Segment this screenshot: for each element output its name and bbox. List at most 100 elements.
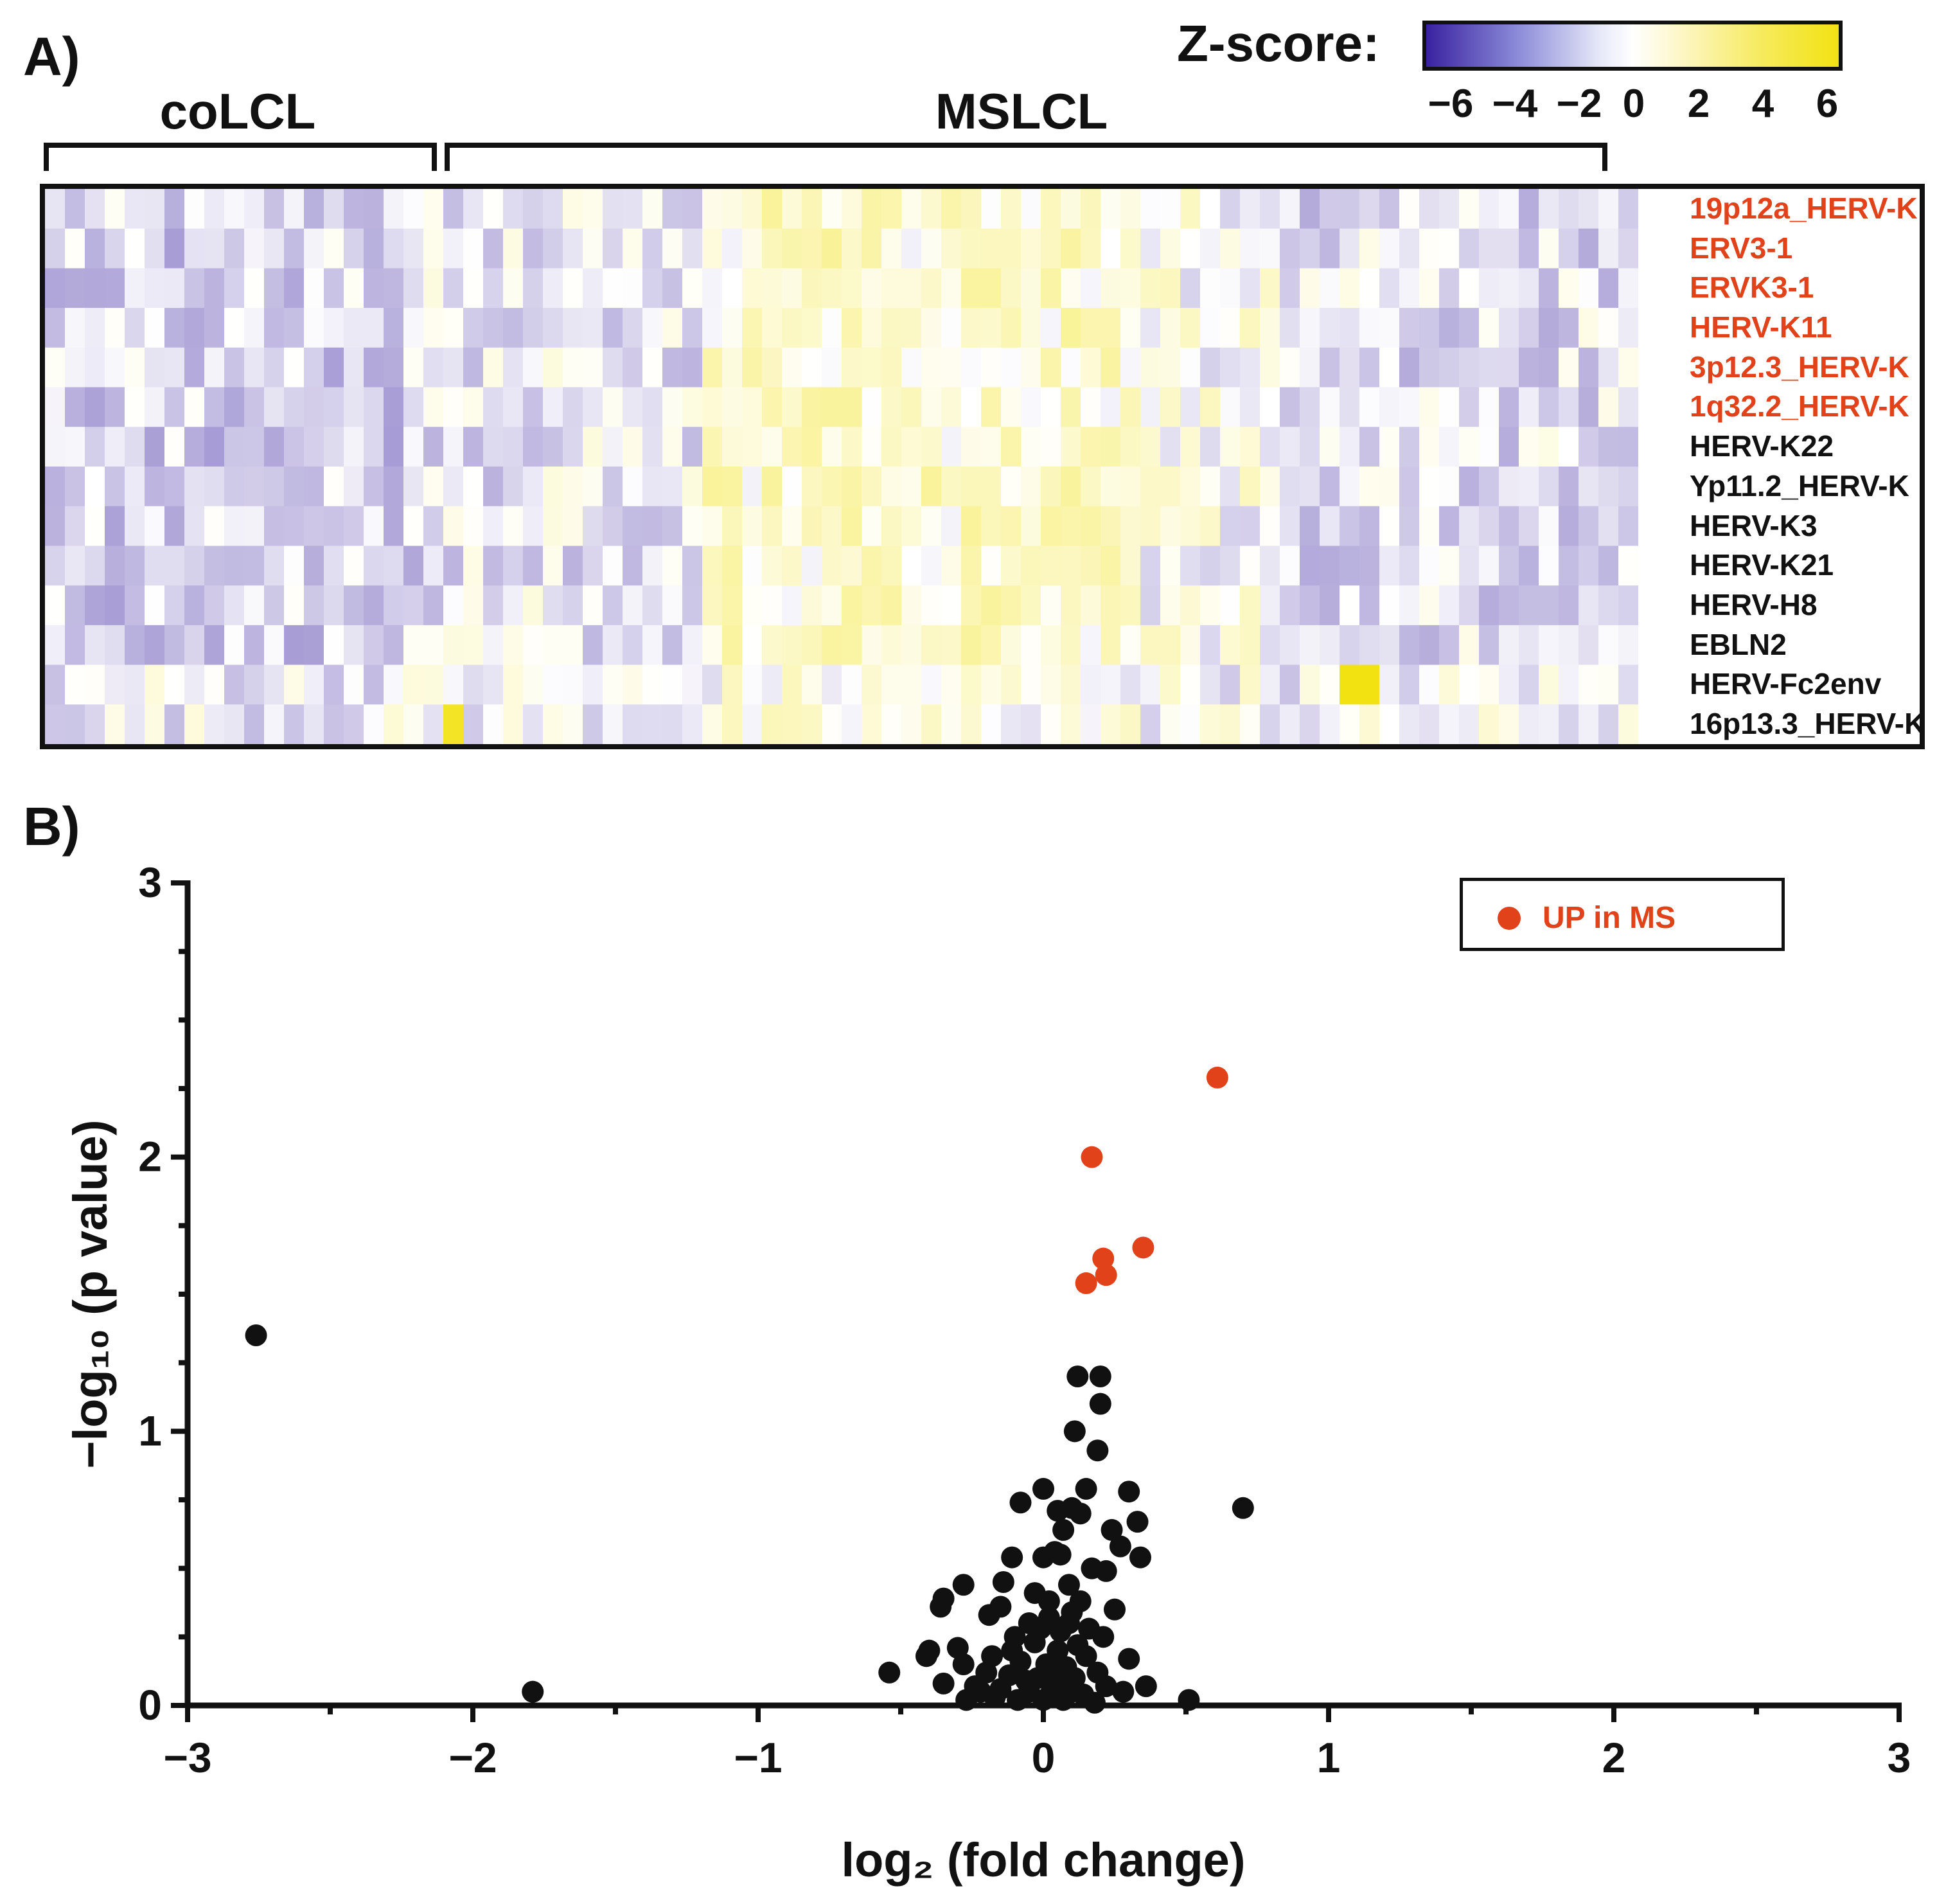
- heatmap-cell: [802, 228, 822, 269]
- data-point: [952, 1653, 975, 1675]
- heatmap-cell: [125, 546, 145, 586]
- heatmap-cell: [503, 308, 524, 348]
- heatmap-cell: [1559, 427, 1579, 467]
- data-point: [1052, 1518, 1075, 1541]
- heatmap-cell: [45, 704, 66, 744]
- heatmap-cell: [463, 467, 484, 507]
- heatmap-cell: [125, 387, 145, 427]
- heatmap-cell: [1200, 546, 1221, 586]
- heatmap-cell: [722, 704, 743, 744]
- heatmap-cell: [862, 546, 882, 586]
- heatmap-cell: [782, 189, 802, 229]
- heatmap-cell: [1101, 625, 1121, 666]
- heatmap-cell: [682, 467, 703, 507]
- heatmap-cell: [1061, 308, 1081, 348]
- heatmap-cell: [1200, 189, 1221, 229]
- heatmap-cell: [1340, 308, 1360, 348]
- heatmap-cell: [1180, 546, 1201, 586]
- heatmap-cell: [563, 228, 583, 269]
- heatmap-cell: [921, 387, 942, 427]
- heatmap-cell: [105, 546, 125, 586]
- heatmap-cell: [583, 704, 603, 744]
- x-tick-label: 1: [1317, 1734, 1341, 1781]
- heatmap-cell: [364, 387, 384, 427]
- heatmap-cell: [702, 467, 723, 507]
- heatmap-cell: [1041, 506, 1061, 547]
- heatmap-cell: [483, 268, 504, 308]
- heatmap-cell: [1160, 228, 1181, 269]
- heatmap-cell: [1240, 308, 1260, 348]
- heatmap-cell: [1300, 546, 1320, 586]
- heatmap-cell: [563, 347, 583, 388]
- heatmap-cell: [1598, 546, 1619, 586]
- heatmap-cell: [304, 467, 324, 507]
- heatmap-cell: [1379, 506, 1400, 547]
- heatmap-cell: [463, 585, 484, 626]
- heatmap-cell: [1101, 228, 1121, 269]
- heatmap-cell: [623, 427, 643, 467]
- heatmap-cell: [1120, 704, 1141, 744]
- heatmap-cell: [702, 308, 723, 348]
- heatmap-cell: [344, 387, 364, 427]
- heatmap-cell: [1300, 467, 1320, 507]
- heatmap-row-label: Yp11.2_HERV-K: [1690, 468, 1909, 503]
- heatmap-cell: [1439, 189, 1460, 229]
- heatmap-cell: [304, 347, 324, 388]
- heatmap-cell: [164, 467, 185, 507]
- heatmap-cell: [1479, 625, 1499, 666]
- heatmap-cell: [384, 664, 404, 705]
- heatmap-cell: [742, 268, 763, 308]
- heatmap-cell: [1459, 268, 1480, 308]
- heatmap-cell: [423, 546, 444, 586]
- heatmap-cell: [1180, 664, 1201, 705]
- heatmap-cell: [1359, 546, 1380, 586]
- heatmap-cell: [523, 664, 544, 705]
- heatmap-cell: [1041, 427, 1061, 467]
- heatmap-cell: [125, 625, 145, 666]
- heatmap-cell: [603, 347, 623, 388]
- heatmap-cell: [583, 546, 603, 586]
- heatmap-cell: [722, 268, 743, 308]
- heatmap-cell: [1041, 585, 1061, 626]
- heatmap-cell: [1160, 506, 1181, 547]
- heatmap-cell: [423, 228, 444, 269]
- heatmap-cell: [1120, 189, 1141, 229]
- heatmap-cell: [463, 664, 484, 705]
- heatmap-cell: [164, 347, 185, 388]
- heatmap-cell: [1519, 189, 1539, 229]
- heatmap-cell: [1419, 268, 1440, 308]
- heatmap-cell: [742, 387, 763, 427]
- heatmap-cell: [1140, 704, 1161, 744]
- heatmap-cell: [65, 347, 85, 388]
- heatmap-cell: [941, 347, 962, 388]
- heatmap-cell: [1399, 427, 1420, 467]
- heatmap-cell: [164, 387, 185, 427]
- heatmap-cell: [1479, 704, 1499, 744]
- heatmap-cell: [384, 585, 404, 626]
- heatmap-cell: [862, 664, 882, 705]
- heatmap-cell: [1101, 467, 1121, 507]
- heatmap-cell: [862, 308, 882, 348]
- heatmap-cell: [1459, 585, 1480, 626]
- heatmap-cell: [184, 308, 205, 348]
- heatmap-cell: [1081, 189, 1101, 229]
- heatmap-cell: [403, 427, 424, 467]
- heatmap-cell: [1160, 585, 1181, 626]
- heatmap-cell: [344, 625, 364, 666]
- heatmap-cell: [1081, 308, 1101, 348]
- heatmap-cell: [264, 387, 285, 427]
- heatmap-cell: [881, 546, 902, 586]
- heatmap-cell: [1459, 347, 1480, 388]
- heatmap-cell: [1021, 585, 1041, 626]
- heatmap-cell: [523, 427, 544, 467]
- heatmap-cell: [1061, 427, 1081, 467]
- data-point: [1061, 1601, 1083, 1623]
- heatmap-cell: [802, 347, 822, 388]
- data-point: [1029, 1617, 1052, 1640]
- heatmap-row-label: HERV-K21: [1690, 548, 1834, 582]
- heatmap-cell: [184, 189, 205, 229]
- heatmap-cell: [1320, 625, 1340, 666]
- heatmap-cell: [105, 704, 125, 744]
- heatmap-cell: [782, 546, 802, 586]
- heatmap-cell: [1379, 704, 1400, 744]
